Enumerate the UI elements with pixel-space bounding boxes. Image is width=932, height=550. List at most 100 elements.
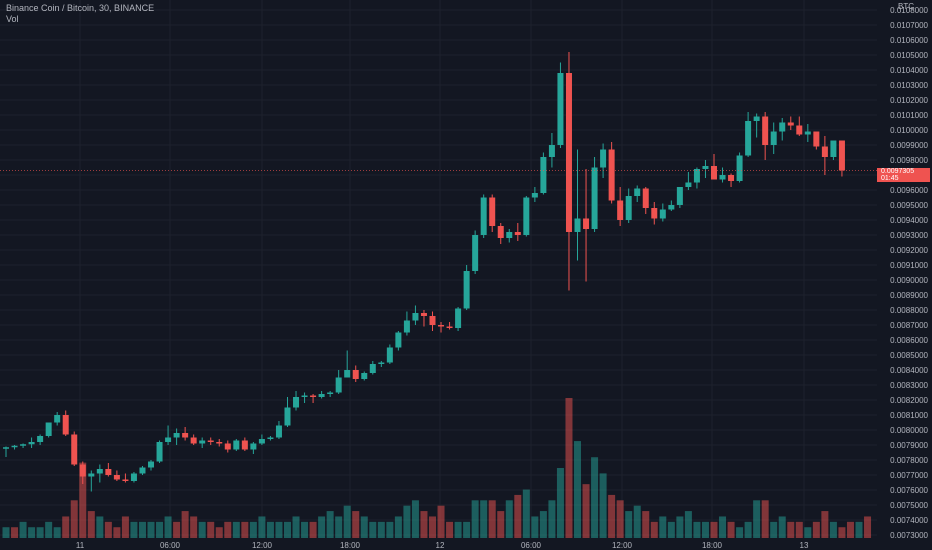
volume-bar <box>548 500 556 538</box>
candle-body <box>591 167 598 229</box>
candle-body <box>62 415 69 435</box>
price-tick-label: 0.0083000 <box>890 381 928 390</box>
price-tick-label: 0.0086000 <box>890 336 928 345</box>
time-tick-label: 12:00 <box>252 541 273 550</box>
price-axis: 0.0108000 0.0107000 0.0106000 0.0105000 0.01… <box>890 6 928 540</box>
candle-body <box>540 157 547 193</box>
price-tick-label: 0.0087000 <box>890 321 928 330</box>
candle-body <box>489 197 496 226</box>
volume-bar <box>812 521 820 538</box>
candle-body <box>310 395 317 397</box>
volume-bar <box>224 521 232 538</box>
price-tick-label: 0.0075000 <box>890 501 928 510</box>
candle-body <box>608 149 615 201</box>
volume-bar <box>207 521 215 538</box>
candle-body <box>3 447 9 449</box>
volume-bar <box>787 521 795 538</box>
price-tick-label: 0.0081000 <box>890 411 928 420</box>
volume-bar <box>795 521 803 538</box>
price-tick-label: 0.0094000 <box>890 216 928 225</box>
candle-body <box>676 187 683 205</box>
candle-body <box>548 145 555 157</box>
volume-bar <box>727 521 735 538</box>
volume-bar <box>11 527 19 538</box>
candle-body <box>531 193 538 198</box>
volume-bar <box>505 500 513 538</box>
volume-bar <box>283 521 291 538</box>
candle-body <box>455 308 462 328</box>
volume-bar <box>684 511 692 538</box>
volume-bar <box>62 516 70 538</box>
candle-body <box>557 73 564 145</box>
candle-body <box>804 131 811 135</box>
candle-body <box>352 370 359 379</box>
candle-body <box>710 166 717 180</box>
candle-body <box>113 475 120 480</box>
candle-body <box>821 146 828 157</box>
candle-body <box>165 437 172 442</box>
volume-bar <box>352 511 360 538</box>
candle-body <box>139 467 146 474</box>
volume-bar <box>574 441 582 538</box>
candle-body <box>779 122 786 132</box>
volume-bar <box>318 516 326 538</box>
volume-bar <box>181 511 189 538</box>
volume-bar <box>804 527 812 538</box>
volume-bar <box>19 521 27 538</box>
candle-body <box>361 373 368 379</box>
candle-body <box>651 208 658 219</box>
candle-body <box>386 347 393 363</box>
chart-legend: Binance Coin / Bitcoin, 30, BINANCE Vol <box>6 3 154 25</box>
candle-body <box>753 116 760 121</box>
volume-bar <box>446 521 454 538</box>
price-tick-label: 0.0090000 <box>890 276 928 285</box>
volume-bar <box>582 484 590 538</box>
candle-body <box>787 122 794 126</box>
price-tick-label: 0.0100000 <box>890 126 928 135</box>
candle-body <box>11 445 18 448</box>
volume-bar <box>164 516 172 538</box>
volume-bar <box>258 516 266 538</box>
candle-body <box>770 131 777 145</box>
candle-body <box>497 226 504 238</box>
volume-bar <box>130 521 138 538</box>
price-tick-label: 0.0092000 <box>890 246 928 255</box>
candle-body <box>583 218 590 229</box>
candle-body <box>37 436 44 442</box>
price-tick-label: 0.0098000 <box>890 156 928 165</box>
candle-body <box>830 140 837 157</box>
candle-body <box>838 140 845 171</box>
candle-body <box>634 188 641 196</box>
price-tick-label: 0.0091000 <box>890 261 928 270</box>
volume-bar <box>335 516 343 538</box>
volume-bar <box>343 505 351 538</box>
volume-bar <box>360 516 368 538</box>
time-tick-label: 13 <box>800 541 809 550</box>
candle-body <box>224 443 231 450</box>
candle-body <box>736 155 743 181</box>
volume-bar <box>121 516 129 538</box>
candle-body <box>796 125 803 135</box>
time-tick-label: 06:00 <box>160 541 181 550</box>
volume-bar <box>292 516 300 538</box>
candle-body <box>182 433 189 438</box>
candle-body <box>293 397 300 408</box>
volume-bar <box>454 521 462 538</box>
volume-bar <box>403 505 411 538</box>
volume-bar <box>266 521 274 538</box>
time-tick-label: 06:00 <box>521 541 542 550</box>
price-tick-label: 0.0107000 <box>890 21 928 30</box>
candle-body <box>241 440 248 450</box>
volume-bar <box>411 500 419 538</box>
volume-bar <box>369 521 377 538</box>
volume-bar <box>838 527 846 538</box>
candle-body <box>693 169 700 183</box>
candle-body <box>719 175 726 180</box>
time-tick-label: 12:00 <box>612 541 633 550</box>
volume-bar <box>633 505 641 538</box>
candle-body <box>369 364 376 373</box>
candle-body <box>327 392 334 394</box>
candle-body <box>480 197 487 235</box>
